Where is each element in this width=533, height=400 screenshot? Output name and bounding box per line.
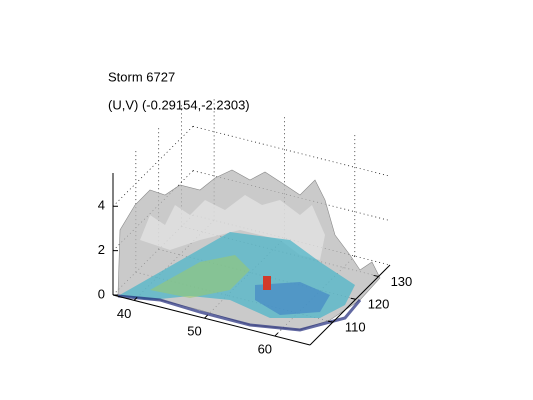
z-tick-label: 0 — [98, 286, 105, 301]
z-tick-label: 4 — [98, 198, 105, 213]
z-tick-label: 2 — [98, 242, 105, 257]
x-tick-label: 50 — [187, 324, 201, 339]
y-tick-label: 120 — [368, 297, 390, 312]
y-tick-label: 110 — [345, 320, 366, 335]
x-tick — [274, 332, 279, 337]
chart-subtitle: (U,V) (-0.29154,-2.2303) — [108, 97, 250, 112]
chart-title: Storm 6727 — [108, 69, 175, 84]
grid-line — [112, 126, 194, 207]
y-tick — [350, 297, 356, 300]
y-tick-label: 130 — [391, 274, 413, 289]
y-tick — [373, 274, 379, 277]
grid-line — [192, 125, 391, 177]
x-tick-label: 60 — [258, 342, 272, 357]
x-tick — [133, 297, 138, 301]
x-tick — [204, 314, 208, 319]
y-axis — [309, 264, 391, 346]
x-axis — [112, 294, 311, 346]
surface — [117, 169, 381, 332]
x-tick-label: 40 — [117, 306, 131, 321]
y-tick — [327, 320, 333, 323]
